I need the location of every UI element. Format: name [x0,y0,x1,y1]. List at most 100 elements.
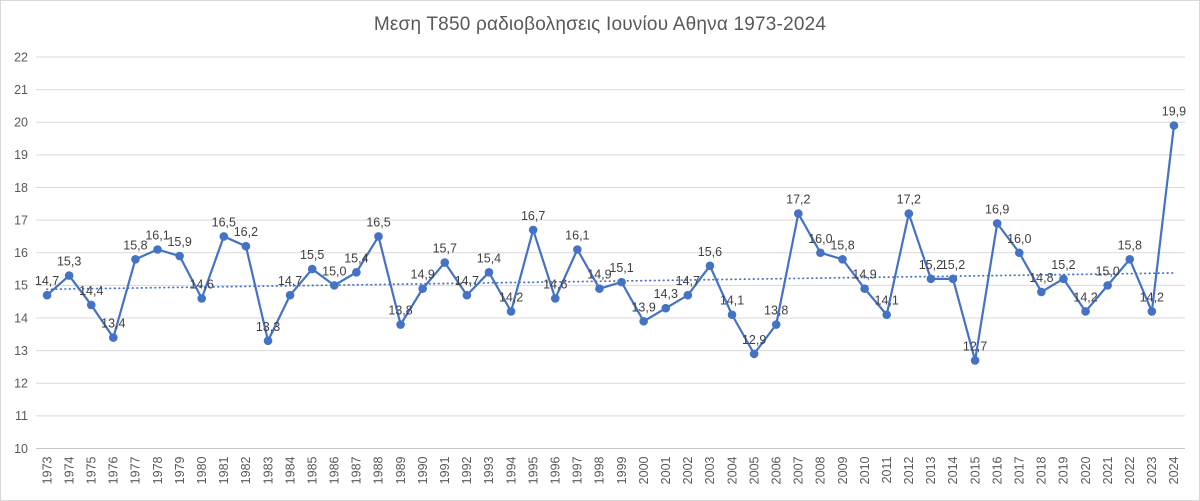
data-point-marker [749,349,759,359]
x-axis-tick-label: 1998 [593,456,607,484]
data-point-marker [948,274,958,284]
x-axis-tick-label: 1973 [40,456,54,484]
x-axis-tick-label: 2024 [1167,456,1181,484]
data-point-marker [1147,307,1157,316]
data-point-marker [838,254,847,264]
data-point-label: 15,8 [123,238,147,252]
x-axis-tick-label: 2008 [814,456,828,484]
data-point-label: 15,1 [609,261,633,275]
x-axis-tick-label: 2005 [747,456,761,484]
data-point-marker [263,336,273,346]
x-axis-tick-label: 2017 [1013,456,1027,484]
data-point-label: 15,6 [698,245,722,259]
y-axis-tick-label: 21 [14,83,28,97]
data-point-label: 14,1 [720,294,744,308]
data-point-marker [396,320,405,329]
y-axis-tick-label: 14 [14,311,28,325]
y-axis-tick-label: 18 [14,181,28,195]
data-point-marker [86,300,96,310]
data-point-marker [175,251,184,261]
y-axis-tick-label: 13 [14,344,28,358]
data-point-marker [1037,287,1046,297]
x-axis-tick-label: 2019 [1057,456,1071,484]
data-point-label: 19,9 [1162,105,1186,119]
data-point-label: 12,9 [742,333,766,347]
data-point-label: 15,5 [300,248,324,262]
data-point-label: 14,6 [543,277,567,291]
x-axis-tick-label: 2003 [703,456,717,484]
x-axis-tick-label: 1984 [283,456,297,484]
data-point-label: 14,2 [499,290,523,304]
data-point-label: 15,0 [322,264,346,278]
data-point-label: 14,9 [852,268,876,282]
data-point-label: 15,8 [830,238,854,252]
data-point-label: 13,4 [101,317,125,331]
data-point-label: 14,6 [190,277,214,291]
data-point-marker [219,232,229,241]
data-point-marker [904,209,914,218]
x-axis-tick-label: 1992 [460,456,474,484]
y-axis-tick-label: 20 [14,116,28,130]
x-axis-tick-label: 2013 [924,456,938,484]
x-axis-tick-label: 2006 [769,456,783,484]
x-axis-tick-label: 1999 [615,456,629,484]
x-axis-tick-label: 1993 [482,456,496,484]
x-axis-tick-label: 2016 [990,456,1004,484]
x-axis-tick-label: 1994 [504,456,518,484]
data-point-label: 14,4 [79,284,103,298]
x-axis-tick-label: 2012 [902,456,916,484]
y-axis-tick-label: 22 [14,50,28,64]
data-point-label: 14,7 [676,274,700,288]
data-point-label: 17,2 [786,193,810,207]
y-axis-tick-label: 15 [14,279,28,293]
y-axis-tick-label: 17 [14,213,28,227]
x-axis-tick-label: 1978 [151,456,165,484]
data-point-marker [131,254,140,264]
data-point-marker [484,268,494,277]
x-axis-tick-label: 1990 [416,456,430,484]
data-point-marker [1059,274,1068,284]
data-point-label: 13,8 [388,304,412,318]
data-point-label: 15,2 [1051,258,1075,272]
data-point-label: 15,4 [344,251,368,265]
x-axis-tick-label: 2020 [1079,456,1093,484]
data-point-label: 12,7 [963,339,987,353]
data-point-marker [285,290,295,300]
data-point-marker [705,261,715,271]
data-point-label: 13,9 [631,300,655,314]
data-point-marker [352,268,361,277]
data-point-marker [1169,121,1179,130]
x-axis-tick-label: 2000 [637,456,651,484]
data-point-label: 15,8 [1118,238,1142,252]
data-point-marker [329,281,339,290]
x-axis-tick-label: 1977 [129,456,143,484]
data-point-label: 14,9 [411,268,435,282]
data-point-marker [506,307,516,316]
x-axis-tick-label: 1986 [328,456,342,484]
data-point-marker [153,245,162,254]
x-axis-tick-label: 2001 [659,456,673,484]
data-point-label: 13,3 [256,320,280,334]
data-point-label: 14,2 [1140,290,1164,304]
data-point-marker [197,294,207,303]
x-axis-tick-label: 1996 [549,456,563,484]
data-point-label: 15,3 [57,255,81,269]
data-point-marker [1014,248,1024,258]
data-point-marker [595,284,604,293]
x-axis-tick-label: 2018 [1035,456,1049,484]
data-point-marker [727,310,737,320]
x-axis-tick-label: 1991 [438,456,452,484]
data-point-marker [109,333,118,342]
y-axis-tick-label: 10 [14,442,28,456]
data-point-label: 14,9 [587,268,611,282]
x-axis-tick-label: 1982 [239,456,253,484]
data-point-marker [1125,254,1135,264]
x-axis-tick-label: 2002 [681,456,695,484]
data-point-marker [374,232,383,241]
data-point-marker [1081,307,1090,316]
y-axis-tick-label: 19 [14,148,28,162]
data-point-marker [771,320,781,329]
y-axis-tick-label: 12 [14,377,28,391]
